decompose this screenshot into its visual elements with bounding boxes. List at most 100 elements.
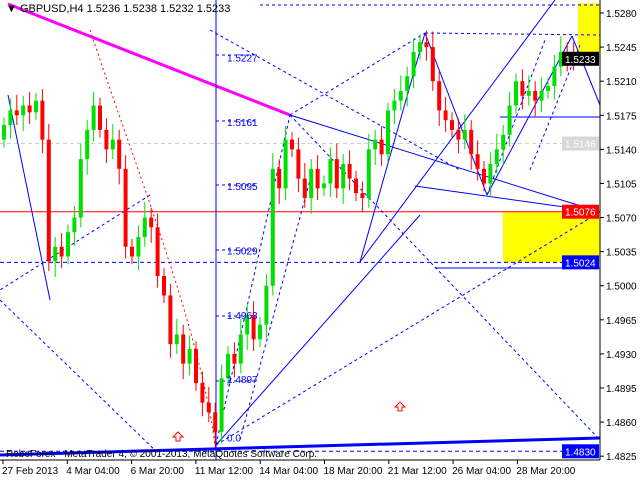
- candle-body: [264, 285, 269, 325]
- fib-level-label: 1.5095: [227, 182, 258, 193]
- candle-body: [194, 349, 198, 384]
- candle-body: [411, 51, 416, 77]
- price-label: 1.5146: [565, 140, 596, 151]
- dashed-trendline: [289, 32, 426, 116]
- candle-body: [546, 86, 550, 91]
- candle-body: [373, 139, 378, 150]
- dashed-trendline: [215, 211, 601, 446]
- candle-body: [424, 42, 429, 48]
- candle-body: [66, 232, 70, 257]
- candle-body: [347, 163, 352, 179]
- candle-body: [507, 105, 512, 135]
- trendline: [571, 35, 601, 106]
- candle-body: [34, 100, 38, 113]
- candle-body: [552, 66, 557, 87]
- candle-body: [162, 275, 166, 296]
- candle-body: [270, 168, 275, 286]
- x-tick-label: 6 Mar 20:00: [131, 466, 185, 477]
- candle-body: [136, 237, 141, 257]
- candle-body: [21, 105, 26, 116]
- fib-level-label: 0.0: [227, 433, 241, 444]
- candle-body: [392, 100, 397, 111]
- candle-body: [232, 353, 237, 364]
- candle-body: [238, 334, 243, 364]
- candle-body: [245, 314, 250, 335]
- dashed-trendline: [239, 179, 311, 441]
- y-tick-label: 1.5105: [606, 179, 637, 190]
- candle-body: [187, 349, 192, 364]
- dropdown-triangle-icon[interactable]: ▼: [6, 3, 17, 15]
- candle-body: [155, 227, 160, 276]
- x-tick-label: 27 Feb 2013: [2, 466, 59, 477]
- candle-body: [110, 139, 115, 150]
- candle-body: [328, 159, 333, 184]
- y-tick-label: 1.4825: [606, 452, 637, 463]
- x-tick-label: 28 Mar 20:00: [516, 466, 575, 477]
- fib-level-label: 1.5227: [227, 54, 258, 65]
- trendline: [0, 436, 601, 457]
- price-label-bg: [562, 444, 599, 459]
- trendline: [215, 214, 421, 446]
- price-label: 1.5024: [565, 258, 596, 269]
- price-label: 1.5076: [565, 208, 596, 219]
- candle-body: [334, 159, 339, 189]
- candle-body: [8, 110, 13, 126]
- trendline: [486, 35, 573, 196]
- price-label-bg: [562, 255, 599, 270]
- candle-body: [533, 90, 538, 101]
- fib-level-label: 1.4963: [227, 311, 258, 322]
- candle-body: [53, 246, 58, 262]
- y-tick-label: 1.5210: [606, 77, 637, 88]
- candle-body: [418, 42, 422, 52]
- candle-body: [46, 139, 51, 262]
- candle-body: [168, 295, 173, 345]
- candle-body: [40, 100, 45, 140]
- dashed-trendline: [529, 44, 581, 171]
- candle-body: [302, 178, 307, 199]
- trendline: [289, 114, 601, 213]
- candle-body: [258, 324, 262, 340]
- candle-body: [462, 129, 467, 140]
- candle-body: [398, 90, 403, 101]
- x-tick-label: 14 Mar 04:00: [259, 466, 318, 477]
- fib-level-label: 1.4897: [227, 375, 258, 386]
- candle-body: [219, 378, 224, 432]
- candle-body: [91, 105, 96, 130]
- candle-body: [386, 110, 390, 155]
- magenta-trendline: [7, 2, 291, 117]
- y-tick-label: 1.5175: [606, 111, 637, 122]
- candle-body: [149, 217, 154, 228]
- candle-body: [322, 183, 326, 189]
- candle-body: [514, 81, 518, 106]
- candle-body: [27, 105, 32, 113]
- price-label-bg: [562, 204, 599, 219]
- candle-body: [315, 168, 320, 189]
- candle-body: [206, 402, 211, 413]
- price-axis[interactable]: [600, 0, 640, 460]
- candle-body: [123, 168, 128, 247]
- candle-body: [526, 90, 531, 96]
- fib-level-label: 1.5161: [227, 118, 258, 129]
- y-tick-label: 1.5000: [606, 282, 637, 293]
- candle-body: [117, 139, 122, 169]
- price-label: 1.4830: [565, 447, 596, 458]
- trendline: [7, 94, 51, 301]
- candle-body: [456, 129, 461, 140]
- candle-body: [14, 110, 19, 116]
- fib-level-label: 1.5029: [227, 246, 258, 257]
- x-tick-label: 11 Mar 12:00: [195, 466, 254, 477]
- y-tick-label: 1.5035: [606, 248, 637, 259]
- candle-body: [251, 314, 256, 340]
- y-tick-label: 1.5140: [606, 145, 637, 156]
- candle-body: [59, 246, 64, 257]
- buy-arrow-icon: [171, 401, 407, 442]
- candle-body: [430, 47, 435, 82]
- candle-body: [296, 149, 301, 179]
- x-tick-label: 21 Mar 12:00: [388, 466, 447, 477]
- candle-body: [437, 81, 442, 111]
- candle-body: [443, 110, 448, 121]
- candle-body: [379, 139, 384, 155]
- candle-body: [475, 154, 480, 169]
- y-tick-label: 1.4965: [606, 316, 637, 327]
